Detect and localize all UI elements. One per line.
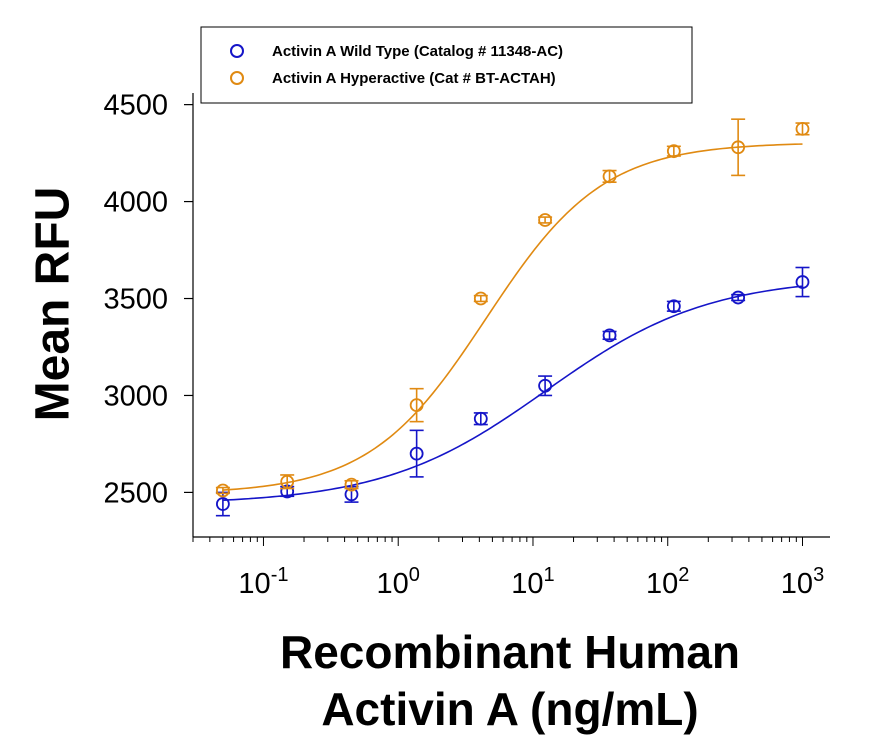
data-point [731,140,746,155]
y-axis-ticks: 2500 3000 3500 4000 4500 [103,90,193,509]
data-point [538,378,552,393]
y-tick-label: 4000 [103,187,168,219]
y-axis-title: Mean RFU [27,187,80,422]
plot-layer: 2500 3000 3500 4000 4500 10-1 100 101 102 103 [103,90,830,600]
data-point [409,446,424,461]
data-point [409,398,424,413]
x-tick-label: 10-1 [238,564,288,600]
legend-box [200,26,693,104]
data-point [666,299,681,314]
x-tick-label: 102 [646,564,689,600]
series-layer [215,118,810,517]
y-tick-label: 3000 [103,380,168,412]
series-hyperactive [215,118,810,498]
x-axis-title-line-1: Recombinant Human [280,626,740,678]
data-point [666,144,681,159]
legend: Activin A Wild Type (Catalog # 11348-AC)… [200,26,693,104]
legend-label-hyperactive: Activin A Hyperactive (Cat # BT-ACTAH) [272,70,556,87]
x-axis-ticks: 10-1 100 101 102 103 [192,537,824,600]
data-point [215,497,230,511]
legend-label-wild-type: Activin A Wild Type (Catalog # 11348-AC) [272,43,563,60]
y-tick-label: 3500 [103,284,168,316]
y-tick-label: 4500 [103,90,168,122]
data-point [473,411,488,426]
data-point [795,121,810,136]
fit-curve [222,285,803,502]
x-tick-label: 103 [781,564,824,600]
y-tick-label: 2500 [103,477,168,509]
data-point [602,169,617,184]
x-tick-label: 101 [511,564,554,600]
legend-marker-wild-type [230,44,244,58]
data-point [602,328,617,343]
x-tick-label: 100 [377,564,420,600]
data-point [795,275,810,289]
data-point [280,474,295,489]
data-point [731,290,746,305]
data-point [215,483,230,498]
data-point [473,291,488,306]
data-point [344,477,359,492]
x-axis-title-line-2: Activin A (ng/mL) [321,683,698,735]
data-point [538,213,552,227]
fit-curve [222,143,803,491]
legend-marker-hyperactive [230,71,244,85]
